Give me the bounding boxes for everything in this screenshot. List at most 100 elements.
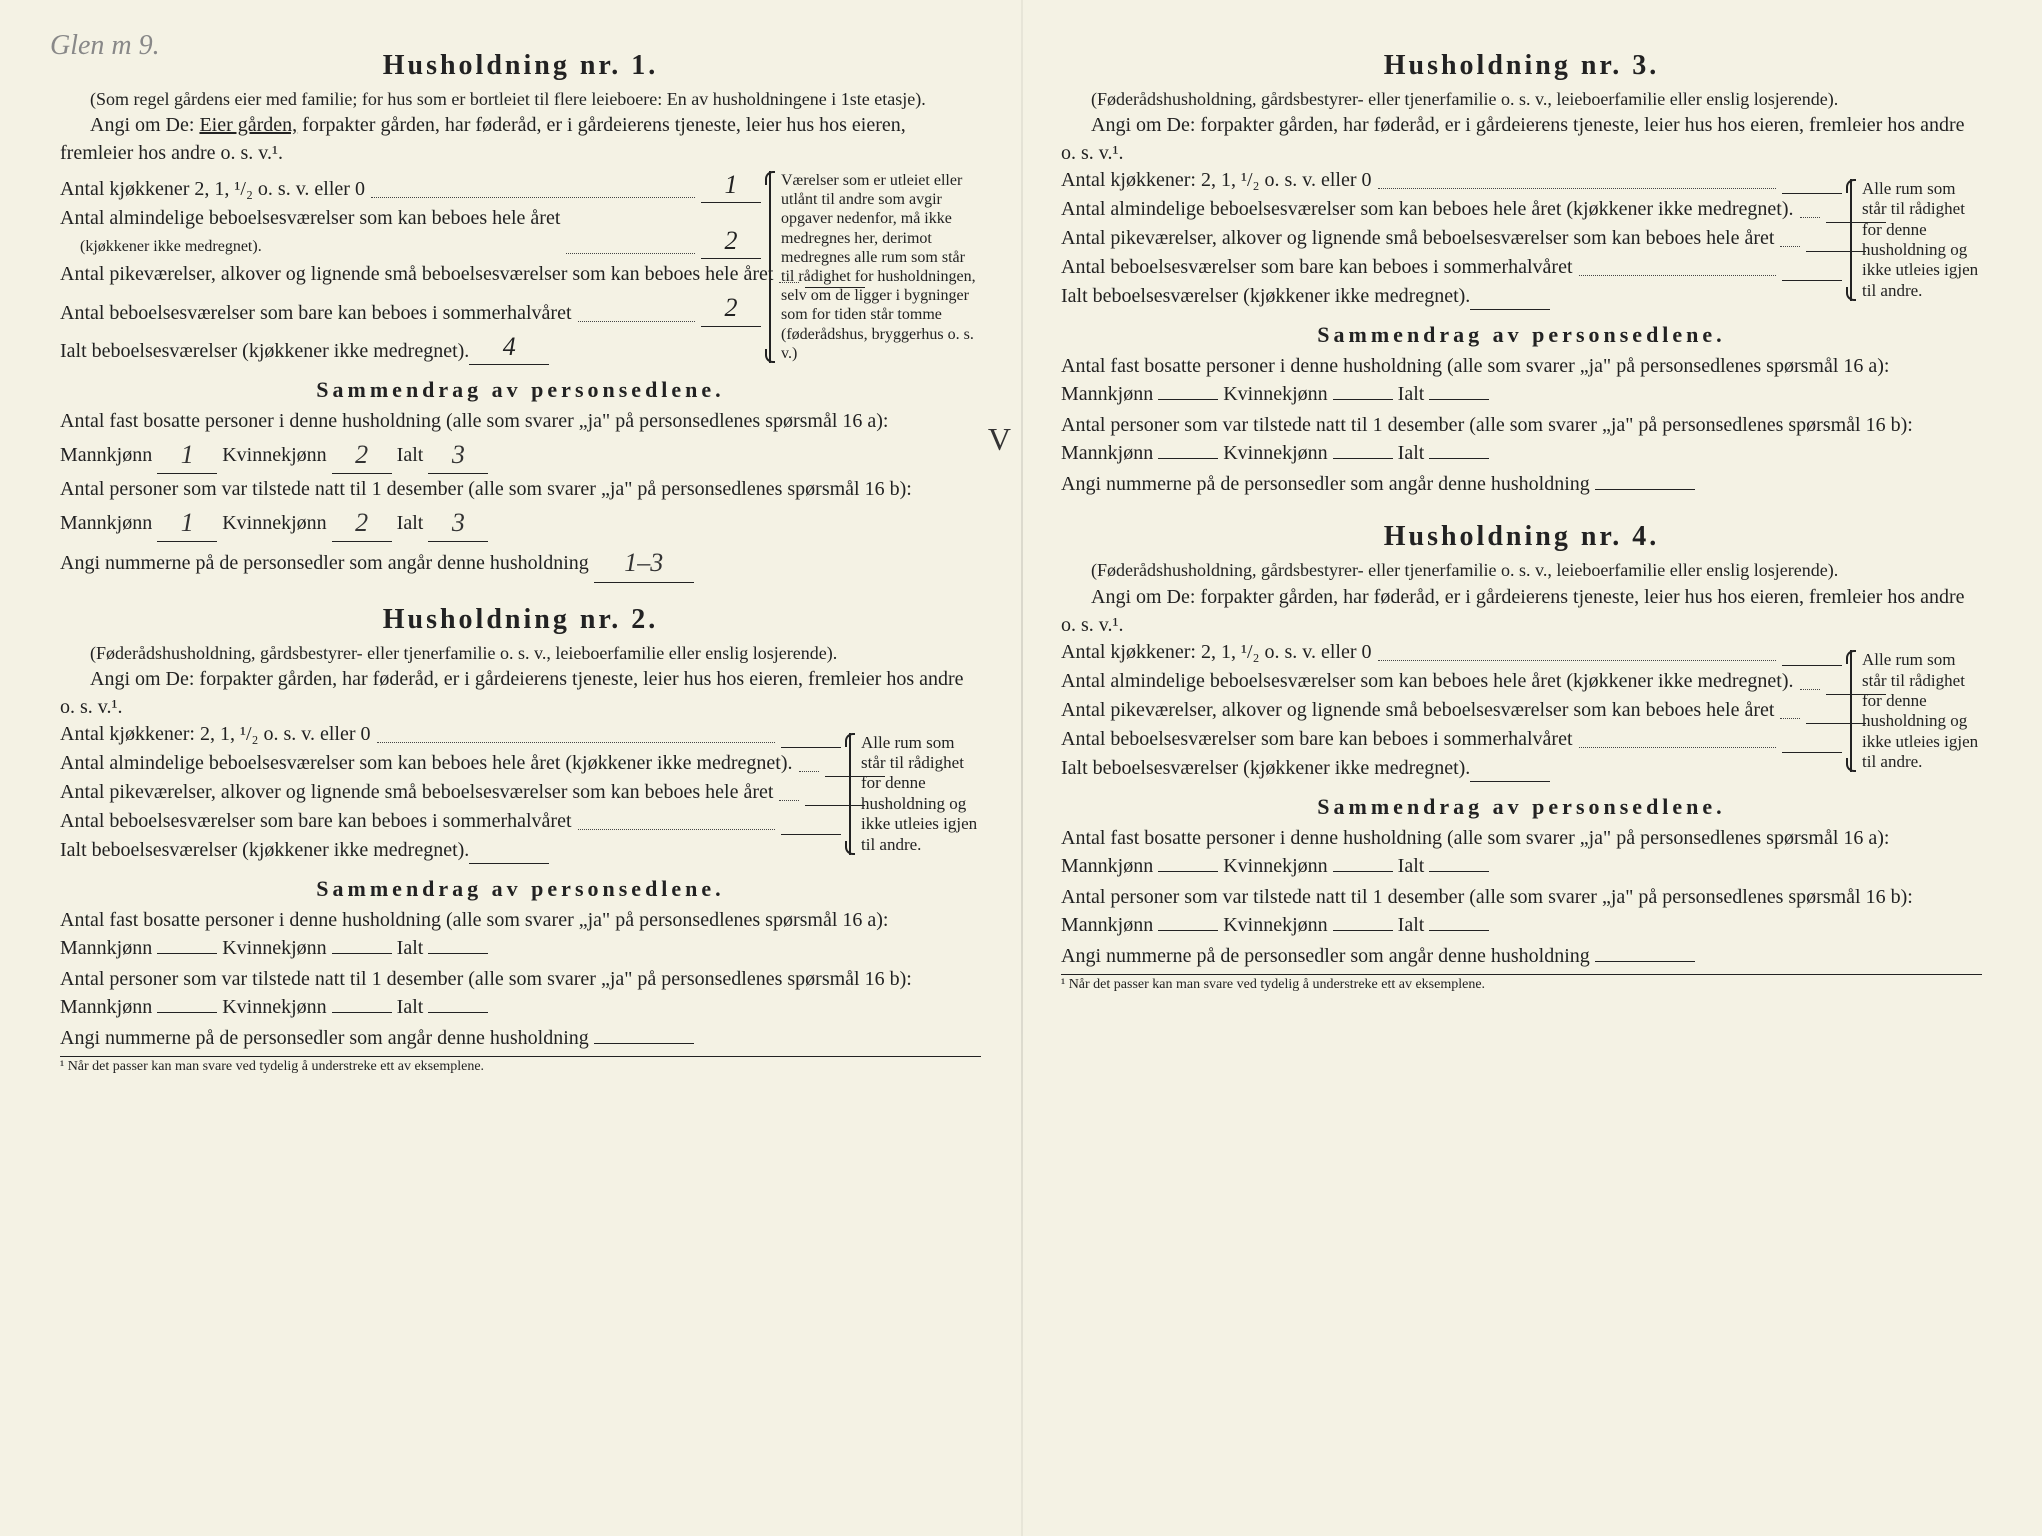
h1-small-row: Antal pikeværelser, alkover og lignende … bbox=[60, 261, 761, 288]
h1-year-label: Antal almindelige beboelsesværelser som … bbox=[60, 205, 560, 259]
h3-summary-b: Antal personer som var tilstede natt til… bbox=[1061, 411, 1982, 467]
h4-fields-wrap: Antal kjøkkener: 2, 1, ¹/₂ o. s. v. elle… bbox=[1061, 639, 1982, 784]
h2-sb-k bbox=[332, 1012, 392, 1013]
h1-angi: Angi om De: Eier gården, forpakter gårde… bbox=[60, 111, 981, 167]
h1-nummer-val: 1–3 bbox=[594, 545, 694, 582]
h1-year-label-main: Antal almindelige beboelsesværelser som … bbox=[60, 207, 560, 229]
h3-kitchen-row: Antal kjøkkener: 2, 1, ¹/₂ o. s. v. elle… bbox=[1061, 167, 1842, 194]
h2-sb-text: Antal personer som var tilstede natt til… bbox=[60, 968, 912, 1018]
h4-nummer-label: Angi nummerne på de personsedler som ang… bbox=[1061, 945, 1590, 967]
h2-sa-m bbox=[157, 953, 217, 954]
h4-sa-i bbox=[1429, 871, 1489, 872]
household-3: Husholdning nr. 3. (Føderådshusholdning,… bbox=[1061, 50, 1982, 501]
h1-kitchen-label: Antal kjøkkener 2, 1, ¹/₂ o. s. v. eller… bbox=[60, 176, 365, 203]
h3-fields-wrap: Antal kjøkkener: 2, 1, ¹/₂ o. s. v. elle… bbox=[1061, 167, 1982, 312]
h1-small-label: Antal pikeværelser, alkover og lignende … bbox=[60, 261, 773, 288]
h4-title: Husholdning nr. 4. bbox=[1061, 521, 1982, 553]
h3-summer-val bbox=[1782, 280, 1842, 281]
h3-total-val bbox=[1470, 309, 1550, 310]
h2-sa-k bbox=[332, 953, 392, 954]
h4-nummer: Angi nummerne på de personsedler som ang… bbox=[1061, 942, 1982, 970]
h3-title: Husholdning nr. 3. bbox=[1061, 50, 1982, 82]
h2-nummer-val bbox=[594, 1043, 694, 1044]
h1-angi-underlined: Eier gården, bbox=[199, 114, 297, 136]
h2-kitchen-label: Antal kjøkkener: 2, 1, ¹/₂ o. s. v. elle… bbox=[60, 721, 371, 748]
h2-total-row: Ialt beboelsesværelser (kjøkkener ikke m… bbox=[60, 837, 841, 864]
right-column: Husholdning nr. 3. (Føderådshusholdning,… bbox=[1061, 50, 1982, 1496]
h1-side-note: Værelser som er utleiet eller utlånt til… bbox=[769, 171, 981, 363]
h4-sb-k-label: Kvinnekjønn bbox=[1223, 914, 1327, 936]
h2-sa-text: Antal fast bosatte personer i denne hush… bbox=[60, 909, 889, 959]
h1-sb-i: 3 bbox=[428, 505, 488, 542]
h3-sb-k bbox=[1333, 458, 1393, 459]
h1-sb-k: 2 bbox=[332, 505, 392, 542]
h2-summer-label: Antal beboelsesværelser som bare kan beb… bbox=[60, 808, 572, 835]
h1-summary-b: Antal personer som var tilstede natt til… bbox=[60, 475, 981, 540]
h2-sb-i bbox=[428, 1012, 488, 1013]
h1-sb-i-label: Ialt bbox=[397, 512, 424, 534]
left-column: Husholdning nr. 1. (Som regel gårdens ei… bbox=[60, 50, 981, 1496]
dots bbox=[1800, 689, 1820, 690]
h1-summer-val: 2 bbox=[701, 290, 761, 326]
dots bbox=[1378, 660, 1777, 661]
h1-year-row: Antal almindelige beboelsesværelser som … bbox=[60, 205, 761, 259]
h3-sb-text: Antal personer som var tilstede natt til… bbox=[1061, 414, 1913, 464]
h4-summary-b: Antal personer som var tilstede natt til… bbox=[1061, 883, 1982, 939]
h1-sa-i-label: Ialt bbox=[397, 444, 424, 466]
h2-nummer: Angi nummerne på de personsedler som ang… bbox=[60, 1024, 981, 1052]
h3-sb-i bbox=[1429, 458, 1489, 459]
h2-kitchen-row: Antal kjøkkener: 2, 1, ¹/₂ o. s. v. elle… bbox=[60, 721, 841, 748]
h3-sa-text: Antal fast bosatte personer i denne hush… bbox=[1061, 355, 1890, 405]
h2-side-note: Alle rum som står til rådighet for denne… bbox=[849, 733, 981, 855]
h4-sb-text: Antal personer som var tilstede natt til… bbox=[1061, 886, 1913, 936]
h3-small-label: Antal pikeværelser, alkover og lignende … bbox=[1061, 225, 1774, 252]
h3-sb-k-label: Kvinnekjønn bbox=[1223, 442, 1327, 464]
h4-summer-label: Antal beboelsesværelser som bare kan beb… bbox=[1061, 726, 1573, 753]
h1-year-note: (kjøkkener ikke medregnet). bbox=[60, 238, 262, 255]
h1-summer-row: Antal beboelsesværelser som bare kan beb… bbox=[60, 290, 761, 326]
h3-sb-m bbox=[1158, 458, 1218, 459]
h3-side-note: Alle rum som står til rådighet for denne… bbox=[1850, 179, 1982, 301]
h3-kitchen-val bbox=[1782, 193, 1842, 194]
h2-angi: Angi om De: forpakter gården, har føderå… bbox=[60, 665, 981, 721]
h1-total-row: Ialt beboelsesværelser (kjøkkener ikke m… bbox=[60, 329, 761, 365]
h3-nummer-val bbox=[1595, 489, 1695, 490]
dots bbox=[578, 829, 775, 830]
right-footnote: ¹ Når det passer kan man svare ved tydel… bbox=[1061, 974, 1982, 993]
census-form-page: Glen m 9. Husholdning nr. 1. (Som regel … bbox=[0, 0, 2042, 1536]
h4-side-note: Alle rum som står til rådighet for denne… bbox=[1850, 650, 1982, 772]
h1-sa-i: 3 bbox=[428, 437, 488, 474]
h2-summary-a: Antal fast bosatte personer i denne hush… bbox=[60, 906, 981, 962]
h1-nummer-label: Angi nummerne på de personsedler som ang… bbox=[60, 552, 589, 574]
h3-summer-label: Antal beboelsesværelser som bare kan beb… bbox=[1061, 254, 1573, 281]
h2-nummer-label: Angi nummerne på de personsedler som ang… bbox=[60, 1027, 589, 1049]
h3-small-row: Antal pikeværelser, alkover og lignende … bbox=[1061, 225, 1842, 252]
h3-sb-i-label: Ialt bbox=[1398, 442, 1425, 464]
dots bbox=[578, 321, 695, 322]
h1-title: Husholdning nr. 1. bbox=[60, 50, 981, 82]
h2-year-label: Antal almindelige beboelsesværelser som … bbox=[60, 750, 793, 777]
h4-sa-m bbox=[1158, 871, 1218, 872]
dots bbox=[377, 742, 776, 743]
h3-sa-k-label: Kvinnekjønn bbox=[1223, 383, 1327, 405]
h2-summer-row: Antal beboelsesværelser som bare kan beb… bbox=[60, 808, 841, 835]
h4-sa-i-label: Ialt bbox=[1398, 855, 1425, 877]
h2-summer-val bbox=[781, 834, 841, 835]
h1-total-label: Ialt beboelsesværelser (kjøkkener ikke m… bbox=[60, 338, 469, 365]
dots bbox=[779, 800, 799, 801]
h4-summer-row: Antal beboelsesværelser som bare kan beb… bbox=[1061, 726, 1842, 753]
h3-sa-i-label: Ialt bbox=[1398, 383, 1425, 405]
h3-year-label: Antal almindelige beboelsesværelser som … bbox=[1061, 196, 1794, 223]
dots bbox=[1780, 718, 1800, 719]
h2-sb-i-label: Ialt bbox=[397, 996, 424, 1018]
h4-kitchen-label: Antal kjøkkener: 2, 1, ¹/₂ o. s. v. elle… bbox=[1061, 639, 1372, 666]
h4-subtitle: (Føderådshusholdning, gårdsbestyrer- ell… bbox=[1061, 559, 1982, 582]
h2-title: Husholdning nr. 2. bbox=[60, 604, 981, 636]
h4-year-row: Antal almindelige beboelsesværelser som … bbox=[1061, 668, 1842, 695]
h4-nummer-val bbox=[1595, 961, 1695, 962]
h2-total-val bbox=[469, 863, 549, 864]
h2-sa-k-label: Kvinnekjønn bbox=[222, 937, 326, 959]
h4-angi: Angi om De: forpakter gården, har føderå… bbox=[1061, 583, 1982, 639]
h3-nummer-label: Angi nummerne på de personsedler som ang… bbox=[1061, 473, 1590, 495]
household-4: Husholdning nr. 4. (Føderådshusholdning,… bbox=[1061, 521, 1982, 992]
